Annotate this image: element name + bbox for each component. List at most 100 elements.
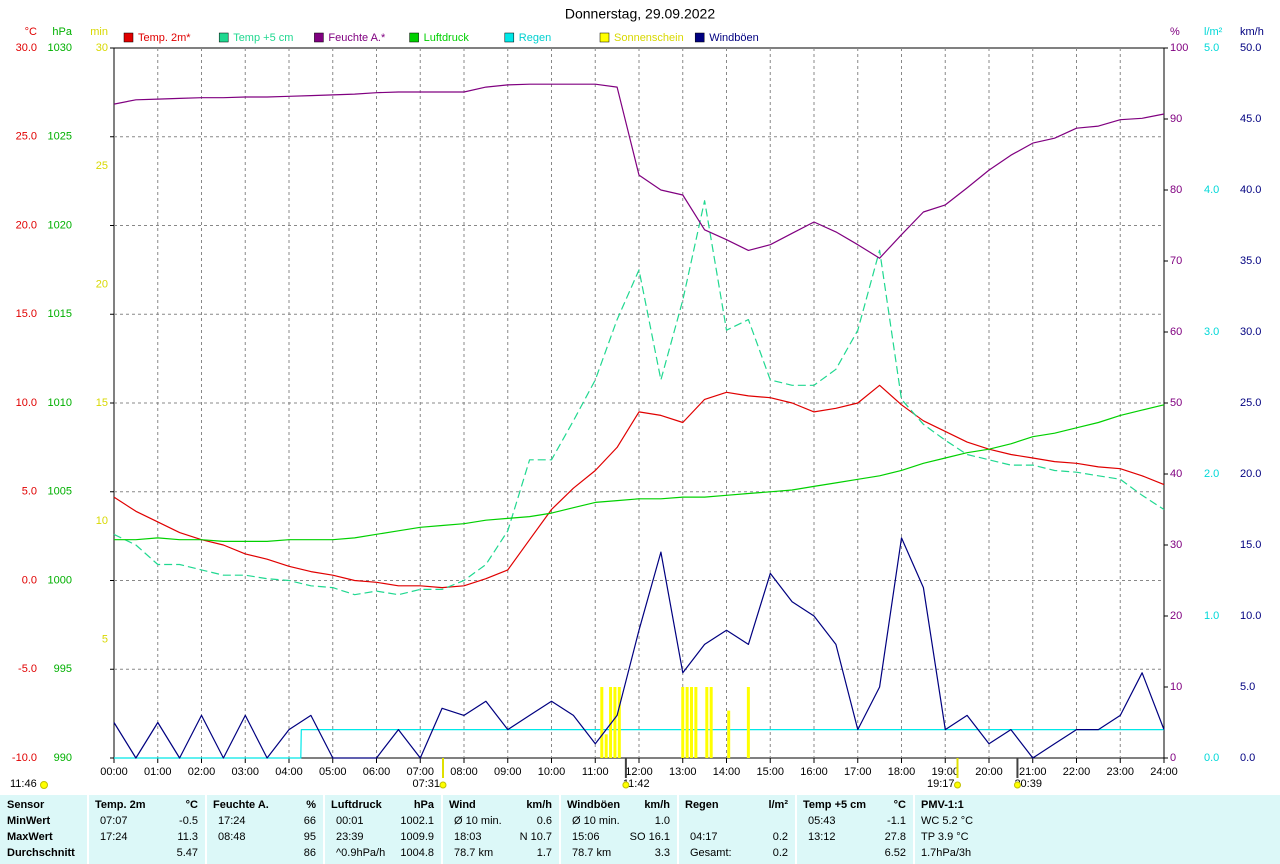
axis-unit: l/m² [1204, 26, 1223, 38]
y-tick-label: 2.0 [1204, 468, 1219, 480]
x-tick-label: 06:00 [363, 766, 391, 778]
table-cell: Ø 10 min. [572, 815, 620, 827]
y-tick-label: 40.0 [1240, 184, 1261, 196]
table-cell: ^0.9hPa/h [336, 847, 385, 859]
legend-label: Feuchte A.* [328, 32, 386, 44]
y-tick-label: 1010 [48, 397, 72, 409]
x-tick-label: 16:00 [800, 766, 828, 778]
sunshine-bar [609, 687, 613, 758]
x-tick-label: 04:00 [275, 766, 303, 778]
y-tick-label: 5.0 [22, 486, 37, 498]
table-cell: 23:39 [336, 831, 364, 843]
y-tick-label: 1030 [48, 42, 72, 54]
table-cell: 1.7hPa/3h [921, 847, 971, 859]
x-tick-label: 07:00 [406, 766, 434, 778]
annotation: 11:42 [623, 778, 650, 790]
x-tick-label: 20:00 [975, 766, 1003, 778]
y-tick-label: 1025 [48, 131, 72, 143]
table-background [0, 795, 1280, 864]
table-cell: 0.6 [537, 815, 552, 827]
table-cell: 0.2 [773, 831, 788, 843]
sun-icon [40, 781, 48, 789]
x-tick-label: 09:00 [494, 766, 522, 778]
series-line [113, 83, 1165, 259]
table-cell: 78.7 km [454, 847, 493, 859]
table-cell: 18:03 [454, 831, 482, 843]
legend-label: Temp +5 cm [233, 32, 293, 44]
annotation: 07:31 [412, 778, 440, 790]
table-unit: km/h [526, 799, 552, 811]
annotation: 11:46 [10, 778, 37, 790]
y-tick-label: 80 [1170, 184, 1182, 196]
y-tick-label: 995 [54, 663, 72, 675]
y-tick-label: 20 [96, 279, 108, 291]
axis-unit: hPa [52, 26, 72, 38]
table-unit: % [306, 799, 316, 811]
table-cell: 04:17 [690, 831, 718, 843]
y-tick-label: 4.0 [1204, 184, 1219, 196]
table-cell: 86 [304, 847, 316, 859]
x-tick-label: 01:00 [144, 766, 172, 778]
x-tick-label: 03:00 [231, 766, 259, 778]
y-tick-label: 30 [96, 42, 108, 54]
table-cell: 0.2 [773, 847, 788, 859]
table-cell: 05:43 [808, 815, 836, 827]
table-cell: 66 [304, 815, 316, 827]
table-cell: 1.0 [655, 815, 670, 827]
y-tick-label: 5 [102, 634, 108, 646]
sunshine-bar [685, 687, 689, 758]
table-unit: °C [894, 799, 906, 811]
table-cell: 08:48 [218, 831, 246, 843]
table-header: Windböen [567, 799, 620, 811]
table-cell: 17:24 [218, 815, 246, 827]
table-cell: 13:12 [808, 831, 836, 843]
y-tick-label: 1015 [48, 308, 72, 320]
table-cell: N 10.7 [520, 831, 552, 843]
y-tick-label: 30.0 [16, 42, 37, 54]
table-cell: 3.3 [655, 847, 670, 859]
table-cell: -0.5 [179, 815, 198, 827]
table-cell: 6.52 [885, 847, 906, 859]
legend-label: Luftdruck [424, 32, 470, 44]
table-header: Regen [685, 799, 719, 811]
y-tick-label: 0.0 [22, 574, 37, 586]
y-tick-label: 50 [1170, 397, 1182, 409]
annotation-icon [622, 781, 630, 789]
y-tick-label: 0 [1170, 752, 1176, 764]
annotation: 20:39 [1014, 778, 1042, 790]
series-line [113, 537, 1165, 759]
x-tick-label: 08:00 [450, 766, 478, 778]
y-tick-label: 1000 [48, 574, 72, 586]
y-tick-label: 35.0 [1240, 255, 1261, 267]
x-tick-label: 10:00 [538, 766, 566, 778]
x-tick-label: 23:00 [1106, 766, 1134, 778]
table-cell: 15:06 [572, 831, 600, 843]
table-unit: km/h [644, 799, 670, 811]
sunshine-bar [709, 687, 713, 758]
x-tick-label: 13:00 [669, 766, 697, 778]
table-cell: 1002.1 [400, 815, 434, 827]
x-tick-label: 17:00 [844, 766, 872, 778]
annotation: 19:17 [927, 778, 955, 790]
table-cell: Ø 10 min. [454, 815, 502, 827]
y-tick-label: 5.0 [1240, 681, 1255, 693]
x-tick-label: 00:00 [100, 766, 128, 778]
y-tick-label: 15.0 [16, 308, 37, 320]
sunshine-bar [600, 687, 604, 758]
table-cell: 00:01 [336, 815, 364, 827]
table-header: Feuchte A. [213, 799, 269, 811]
sunshine-bar [604, 734, 608, 758]
y-tick-label: 20.0 [16, 219, 37, 231]
y-tick-label: 25.0 [16, 131, 37, 143]
x-tick-label: 11:00 [582, 766, 609, 778]
y-tick-label: 0.0 [1240, 752, 1255, 764]
table-unit: l/m² [768, 799, 788, 811]
x-tick-label: 02:00 [188, 766, 216, 778]
y-tick-label: 10.0 [16, 397, 37, 409]
axis-unit: °C [25, 26, 37, 38]
table-header: Temp +5 cm [803, 799, 866, 811]
sunshine-bar [613, 687, 617, 758]
series-line [114, 729, 1164, 759]
annotation-icon [954, 781, 961, 789]
